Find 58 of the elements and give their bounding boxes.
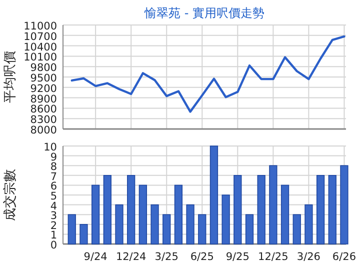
bar xyxy=(162,214,171,244)
y-tick-label: 9200 xyxy=(30,82,57,95)
x-tick-label: 12/25 xyxy=(258,251,288,263)
bar xyxy=(150,204,159,244)
bar xyxy=(80,224,88,244)
bar xyxy=(316,175,325,244)
bar xyxy=(127,175,136,244)
y-tick-label: 1 xyxy=(50,230,57,242)
y-tick-label: 5 xyxy=(50,190,57,202)
y-tick-label: 4 xyxy=(50,200,58,212)
bar xyxy=(103,175,112,244)
bar xyxy=(68,214,76,244)
y-tick-label: 11000 xyxy=(24,20,57,32)
y-tick-label: 9500 xyxy=(30,72,57,84)
bar xyxy=(280,184,290,244)
bar xyxy=(138,184,147,244)
y-tick-label: 10400 xyxy=(24,41,57,54)
y-tick-label: 10100 xyxy=(24,52,57,64)
x-tick-label: 9/25 xyxy=(226,251,250,263)
x-tick-label: 3/25 xyxy=(154,251,178,263)
x-tick-label: 6/25 xyxy=(190,251,214,263)
x-tick-label: 3/26 xyxy=(296,251,321,263)
bar xyxy=(340,165,348,244)
line-series xyxy=(70,35,346,113)
y-tick-label: 8000 xyxy=(30,124,57,136)
y-tick-label: 9 xyxy=(50,151,57,164)
bar xyxy=(222,194,230,244)
bar xyxy=(210,146,218,244)
y-tick-label: 9800 xyxy=(30,62,57,74)
x-tick-label: 6/26 xyxy=(332,251,356,263)
y-axis-title: 平均呎價 xyxy=(3,51,18,103)
x-tick-label: 12/24 xyxy=(116,251,147,263)
bar xyxy=(91,184,100,244)
y-tick-label: 7 xyxy=(50,170,57,183)
bar xyxy=(115,204,124,244)
bar xyxy=(328,175,336,244)
bar xyxy=(304,204,313,244)
y-tick-label: 10700 xyxy=(24,30,57,43)
bar xyxy=(269,165,278,244)
x-tick-label: 9/24 xyxy=(84,251,108,263)
y-tick-label: 2 xyxy=(50,220,57,232)
y-tick-label: 10 xyxy=(44,142,57,154)
bar xyxy=(174,184,183,244)
bar xyxy=(234,175,242,244)
bar xyxy=(198,214,206,244)
y-tick-label: 8300 xyxy=(30,114,57,126)
y-tick-label: 3 xyxy=(50,210,57,222)
bar xyxy=(245,214,254,244)
bar xyxy=(257,175,266,244)
chart-title: 愉翠苑 - 實用呎價走勢 xyxy=(144,6,264,20)
bar xyxy=(186,204,194,244)
y-tick-label: 8900 xyxy=(30,93,57,106)
y-tick-label: 8 xyxy=(50,161,57,174)
bar xyxy=(292,214,301,244)
y-tick-label: 6 xyxy=(50,180,58,193)
y-tick-label: 8600 xyxy=(30,104,57,116)
y-tick-label: 0 xyxy=(50,240,57,252)
y-axis-title: 成交宗數 xyxy=(2,169,18,221)
